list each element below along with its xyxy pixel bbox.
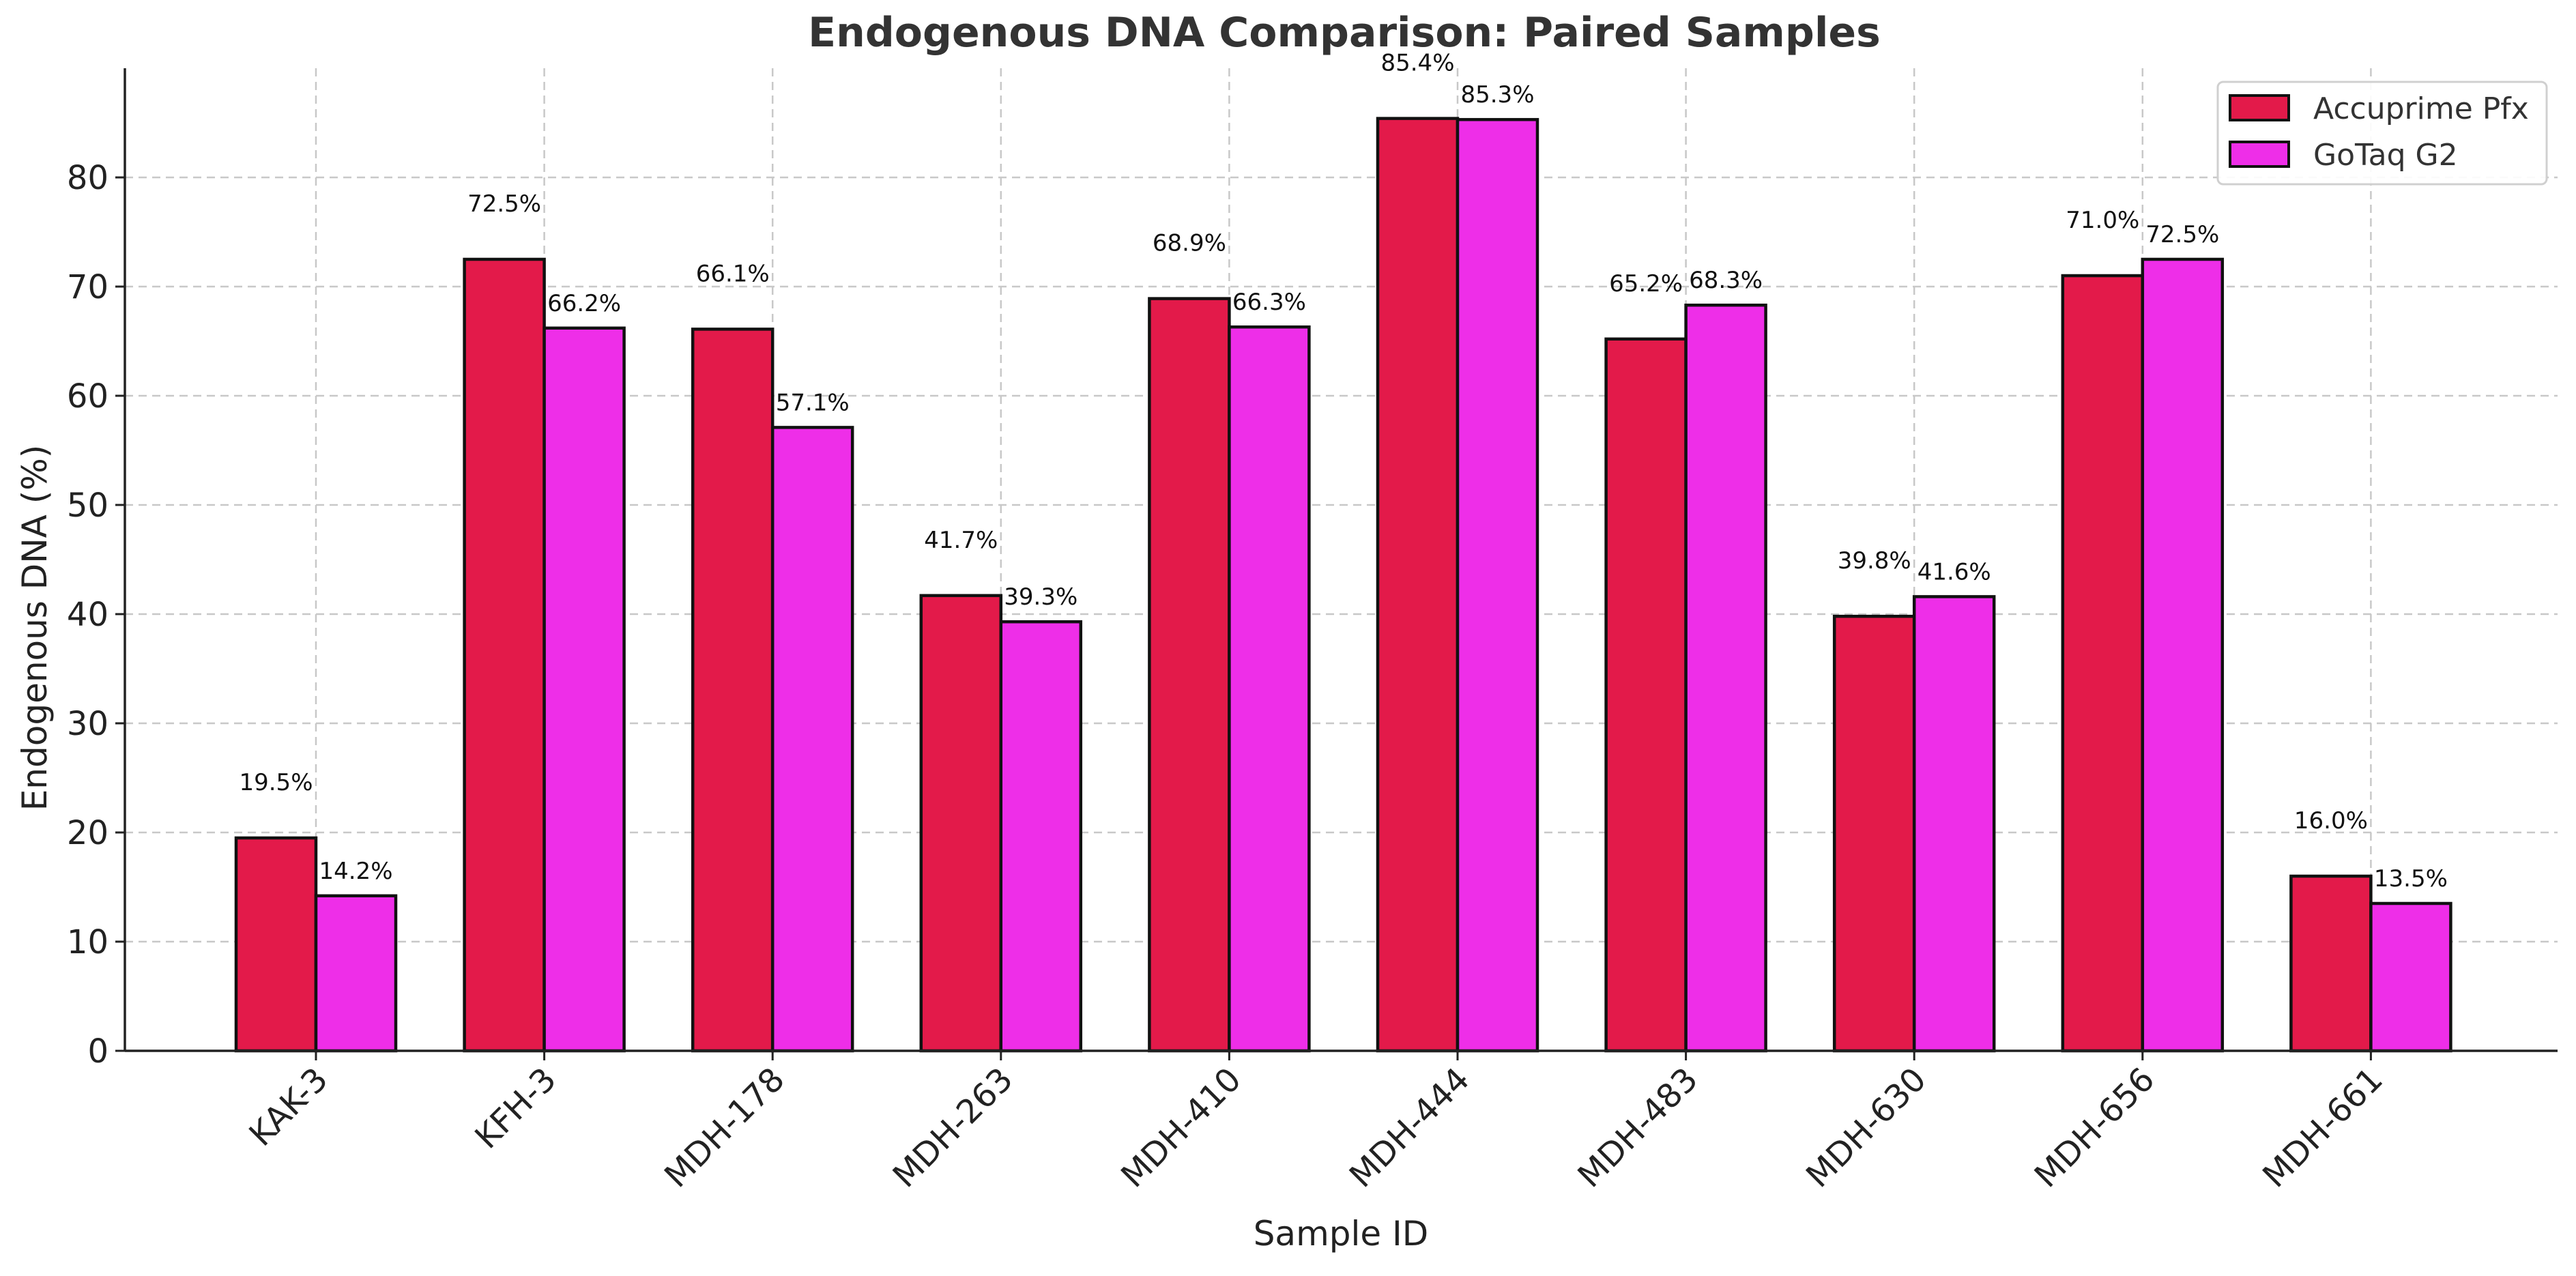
legend-swatch-gotaq — [2229, 141, 2290, 168]
legend-box — [2216, 81, 2548, 186]
y-tick-label: 0 — [87, 1032, 108, 1071]
x-tick-label: KAK-3 — [242, 1060, 335, 1154]
data-label-gotaq-g2: 72.5% — [2145, 221, 2219, 248]
y-tick-label: 10 — [67, 923, 108, 961]
data-label-gotaq-g2: 68.3% — [1689, 267, 1763, 294]
legend: Accuprime Pfx GoTaq G2 — [2216, 81, 2548, 186]
bar-gotaq-g2 — [770, 426, 854, 1053]
bar-accuprime-pfx — [691, 328, 775, 1053]
legend-label-gotaq: GoTaq G2 — [2313, 138, 2458, 173]
y-tick-label: 40 — [67, 596, 108, 634]
data-label-accuprime-pfx: 19.5% — [239, 769, 313, 796]
x-tick-label: MDH-444 — [1342, 1060, 1477, 1195]
data-label-accuprime-pfx: 65.2% — [1609, 270, 1683, 298]
data-label-accuprime-pfx: 66.1% — [696, 260, 770, 287]
bar-accuprime-pfx — [1604, 337, 1688, 1053]
bar-accuprime-pfx — [1376, 117, 1460, 1053]
x-tick-label: KFH-3 — [467, 1060, 564, 1157]
bar-accuprime-pfx — [234, 836, 318, 1053]
bar-gotaq-g2 — [542, 326, 626, 1053]
y-tick-label: 20 — [67, 814, 108, 852]
bar-accuprime-pfx — [1832, 614, 1916, 1053]
x-tick-label: MDH-263 — [886, 1060, 1021, 1195]
x-tick-label: MDH-661 — [2255, 1060, 2390, 1195]
y-tick-label: 80 — [67, 159, 108, 197]
data-label-accuprime-pfx: 85.4% — [1380, 50, 1454, 77]
bar-gotaq-g2 — [999, 620, 1083, 1053]
y-tick-label: 30 — [67, 705, 108, 743]
x-axis-label: Sample ID — [1254, 1214, 1429, 1253]
data-label-gotaq-g2: 14.2% — [319, 858, 392, 885]
data-label-gotaq-g2: 66.2% — [547, 290, 621, 317]
chart-title: Endogenous DNA Comparison: Paired Sample… — [808, 9, 1881, 57]
bar-accuprime-pfx — [1148, 297, 1231, 1053]
y-tick-label: 60 — [67, 377, 108, 416]
legend-swatch-accuprime — [2229, 94, 2290, 121]
bar-gotaq-g2 — [1684, 303, 1767, 1053]
bar-gotaq-g2 — [1912, 595, 1996, 1053]
bar-gotaq-g2 — [2369, 901, 2452, 1053]
bar-gotaq-g2 — [314, 894, 398, 1053]
x-tick-label: MDH-410 — [1114, 1060, 1249, 1195]
data-label-accuprime-pfx: 41.7% — [924, 527, 998, 554]
bar-gotaq-g2 — [1456, 117, 1539, 1053]
data-label-gotaq-g2: 13.5% — [2374, 865, 2448, 893]
bar-accuprime-pfx — [2061, 274, 2145, 1053]
y-tick-label: 70 — [67, 268, 108, 306]
bar-accuprime-pfx — [463, 257, 546, 1053]
data-label-accuprime-pfx: 39.8% — [1838, 547, 1911, 575]
data-label-gotaq-g2: 39.3% — [1004, 583, 1077, 611]
bar-gotaq-g2 — [1228, 325, 1311, 1053]
bar-accuprime-pfx — [919, 594, 1003, 1053]
x-tick-label: MDH-178 — [657, 1060, 792, 1195]
bars-layer — [234, 117, 2452, 1053]
data-label-gotaq-g2: 85.3% — [1460, 81, 1534, 108]
x-tick-label: MDH-630 — [1799, 1060, 1934, 1195]
x-tick-label: MDH-656 — [2027, 1060, 2162, 1195]
bar-accuprime-pfx — [2289, 874, 2373, 1053]
data-labels-layer: 19.5% 72.5% 66.1% 41.7% 68.9% 85.4% 65.2% 39.8%… — [239, 50, 2447, 893]
data-label-accuprime-pfx: 71.0% — [2066, 207, 2139, 234]
data-label-accuprime-pfx: 68.9% — [1153, 230, 1226, 257]
data-label-accuprime-pfx: 72.5% — [467, 190, 541, 218]
x-tick-label: MDH-483 — [1571, 1060, 1706, 1195]
data-label-accuprime-pfx: 16.0% — [2294, 807, 2368, 835]
bar-gotaq-g2 — [2141, 257, 2225, 1053]
data-label-gotaq-g2: 66.3% — [1232, 289, 1306, 316]
data-label-gotaq-g2: 41.6% — [1917, 558, 1991, 585]
legend-label-accuprime: Accuprime Pfx — [2313, 91, 2529, 126]
y-axis-label: Endogenous DNA (%) — [15, 445, 55, 811]
y-tick-label: 50 — [67, 487, 108, 525]
data-label-gotaq-g2: 57.1% — [776, 389, 850, 416]
